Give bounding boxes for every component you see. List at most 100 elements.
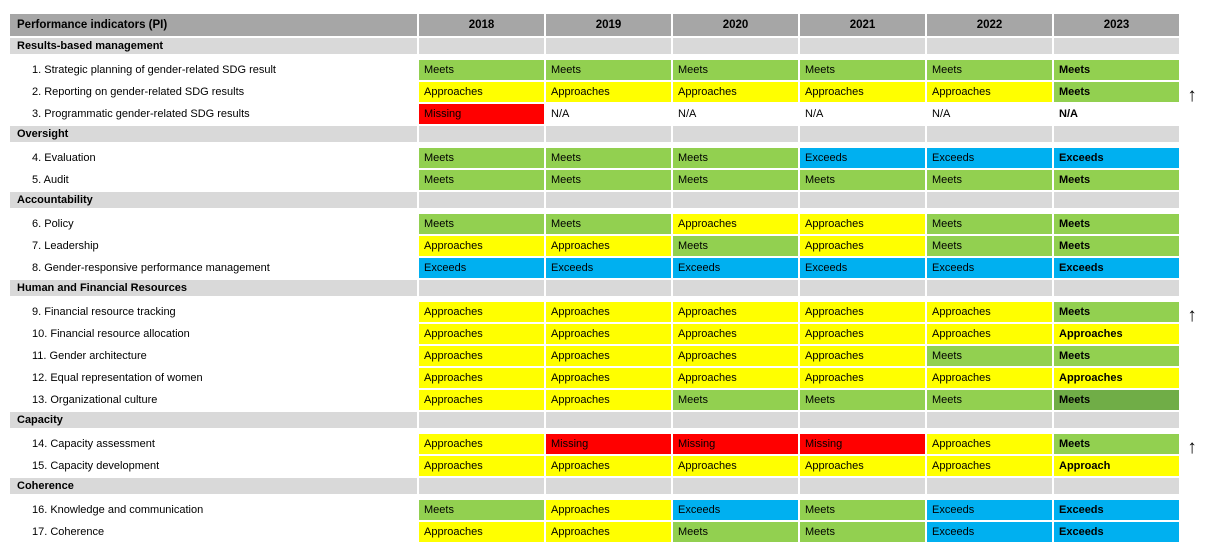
status-cell: Meets <box>1054 434 1179 454</box>
status-cell: Meets <box>673 522 798 542</box>
up-arrow-icon: ↑ <box>1181 438 1203 458</box>
status-cell: N/A <box>546 104 671 124</box>
status-cell: Meets <box>546 170 671 190</box>
footer-row: Meet or Exceed6/16 (35%)5/16 (31%)8/16 (… <box>10 544 1203 546</box>
section-fill-cell <box>1054 478 1179 494</box>
section-fill-cell <box>546 280 671 296</box>
section-fill-cell <box>419 192 544 208</box>
status-cell: Missing <box>419 104 544 124</box>
table-row: 17. Coherence Approaches Approaches Meets Me… <box>10 522 1203 542</box>
status-cell: Exceeds <box>673 258 798 278</box>
status-cell: Missing <box>546 434 671 454</box>
table-row: 8. Gender-responsive performance managem… <box>10 258 1203 278</box>
status-cell: Approach <box>1054 456 1179 476</box>
arrow-column-spacer <box>1181 192 1203 212</box>
row-label: 10. Financial resource allocation <box>10 324 417 344</box>
table-row: 15. Capacity development Approaches Approa… <box>10 456 1203 476</box>
footer-value: 6/16 (35%) <box>419 544 544 546</box>
section-header-label: Coherence <box>10 478 417 494</box>
section-header-label: Oversight <box>10 126 417 142</box>
section-fill-cell <box>546 412 671 428</box>
status-cell: Approaches <box>673 82 798 102</box>
row-label: 13. Organizational culture <box>10 390 417 410</box>
status-cell: Approaches <box>419 82 544 102</box>
status-cell: Approaches <box>419 434 544 454</box>
status-cell: Approaches <box>546 390 671 410</box>
section-row: Accountability <box>10 192 1203 212</box>
status-cell: Approaches <box>1054 368 1179 388</box>
row-label: 7. Leadership <box>10 236 417 256</box>
arrow-column-spacer <box>1181 214 1203 234</box>
section-fill-cell <box>800 192 925 208</box>
arrow-column-spacer <box>1181 390 1203 410</box>
status-cell: Meets <box>419 170 544 190</box>
status-cell: Exceeds <box>927 522 1052 542</box>
arrow-column-spacer <box>1181 544 1203 546</box>
status-cell: Approaches <box>1054 324 1179 344</box>
row-label: 9. Financial resource tracking <box>10 302 417 322</box>
table-row: 5. Audit Meets Meets Meets Meets Meets Meets <box>10 170 1203 190</box>
status-cell: Approaches <box>546 302 671 322</box>
footer-value: 5/16 (31%) <box>546 544 671 546</box>
footer-value: 8/16 (50%) <box>673 544 798 546</box>
table-row: 7. Leadership Approaches Approaches Meets Ap… <box>10 236 1203 256</box>
arrow-column-spacer <box>1181 104 1203 124</box>
status-cell: Meets <box>1054 390 1179 410</box>
section-fill-cell <box>419 38 544 54</box>
performance-indicators-table: Performance indicators (PI) 2018 2019 20… <box>10 14 1203 546</box>
section-fill-cell <box>673 412 798 428</box>
section-fill-cell <box>673 192 798 208</box>
status-cell: Meets <box>1054 302 1179 322</box>
status-cell: Meets <box>800 522 925 542</box>
status-cell: Meets <box>800 170 925 190</box>
status-cell: Approaches <box>800 302 925 322</box>
table-body: Results-based management 1. Strategic pla… <box>10 38 1203 546</box>
status-cell: Meets <box>546 148 671 168</box>
status-cell: Approaches <box>419 522 544 542</box>
status-cell: Approaches <box>673 214 798 234</box>
section-fill-cell <box>927 126 1052 142</box>
section-row: Oversight <box>10 126 1203 146</box>
status-cell: N/A <box>927 104 1052 124</box>
status-cell: Meets <box>419 214 544 234</box>
section-fill-cell <box>419 126 544 142</box>
status-cell: Approaches <box>673 346 798 366</box>
section-fill-cell <box>673 478 798 494</box>
status-cell: Approaches <box>419 236 544 256</box>
status-cell: Approaches <box>546 368 671 388</box>
up-arrow-icon: ↑ <box>1181 306 1203 326</box>
status-cell: Meets <box>1054 214 1179 234</box>
section-fill-cell <box>927 38 1052 54</box>
table-title: Performance indicators (PI) <box>10 14 417 36</box>
status-cell: Approaches <box>673 368 798 388</box>
row-label: 14. Capacity assessment <box>10 434 417 454</box>
status-cell: Approaches <box>546 456 671 476</box>
section-fill-cell <box>419 478 544 494</box>
status-cell: Approaches <box>673 324 798 344</box>
status-cell: Exceeds <box>1054 522 1179 542</box>
section-fill-cell <box>1054 126 1179 142</box>
year-header-2021: 2021 <box>800 14 925 36</box>
status-cell: Meets <box>800 390 925 410</box>
status-cell: Approaches <box>673 302 798 322</box>
table-row: 3. Programmatic gender-related SDG resul… <box>10 104 1203 124</box>
status-cell: Meets <box>673 148 798 168</box>
status-cell: Approaches <box>546 324 671 344</box>
section-header-label: Results-based management <box>10 38 417 54</box>
table-row: 4. Evaluation Meets Meets Meets Exceeds Excee… <box>10 148 1203 168</box>
row-label: 15. Capacity development <box>10 456 417 476</box>
status-cell: Approaches <box>927 324 1052 344</box>
status-cell: Approaches <box>800 236 925 256</box>
row-label: 16. Knowledge and communication <box>10 500 417 520</box>
row-label: 11. Gender architecture <box>10 346 417 366</box>
section-fill-cell <box>1054 38 1179 54</box>
status-cell: Missing <box>673 434 798 454</box>
table-row: 14. Capacity assessment Approaches Missing… <box>10 434 1203 458</box>
status-cell: Approaches <box>673 456 798 476</box>
status-cell: Approaches <box>800 368 925 388</box>
row-label: 6. Policy <box>10 214 417 234</box>
status-cell: Meets <box>419 500 544 520</box>
status-cell: Exceeds <box>546 258 671 278</box>
status-cell: Approaches <box>419 346 544 366</box>
